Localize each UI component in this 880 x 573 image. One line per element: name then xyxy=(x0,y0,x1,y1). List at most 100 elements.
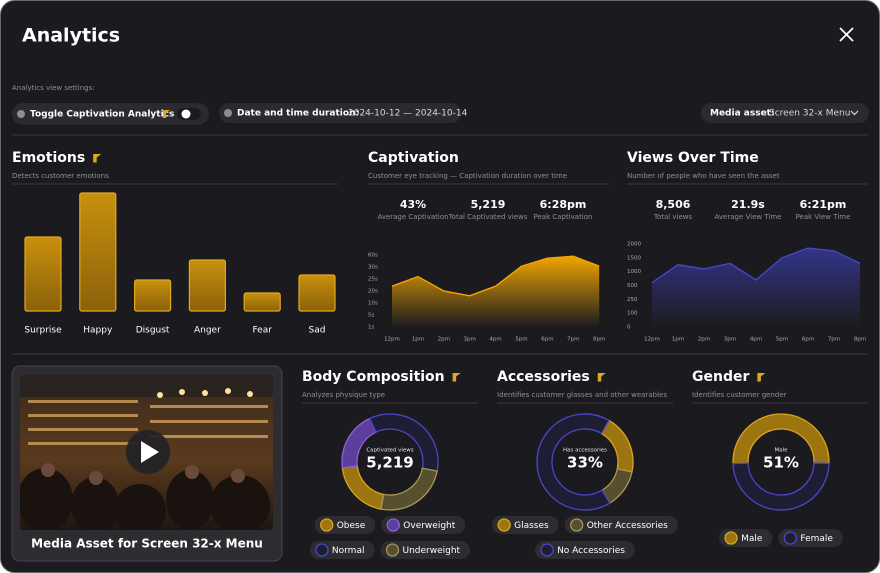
section-subtitle: Number of people who have seen the asset xyxy=(627,172,780,180)
toggle-label: Toggle Captivation Analytics xyxy=(30,110,174,120)
stat-value: 5,219 xyxy=(471,198,506,211)
legend-item[interactable]: Glasses xyxy=(492,516,559,534)
close-button[interactable] xyxy=(839,27,854,42)
flag-icon xyxy=(597,373,606,382)
x-tick-label: 6pm xyxy=(541,337,553,343)
y-tick-label: 20s xyxy=(368,289,378,295)
legend-row: Obese Overweight xyxy=(314,516,466,534)
section-title: Accessories xyxy=(497,369,590,385)
toggle-pill[interactable]: Toggle Captivation Analytics xyxy=(12,103,209,125)
y-tick-label: 25s xyxy=(368,277,378,283)
legend-label: Female xyxy=(800,534,833,544)
x-tick-label: 7pm xyxy=(567,337,579,343)
date-pill[interactable]: Date and time duration: 2024-10-12 — 202… xyxy=(219,103,468,123)
legend-pill xyxy=(564,516,678,534)
bar-label: Fear xyxy=(252,326,272,336)
donut-center-label: Has accessories xyxy=(563,448,607,454)
legend-swatch xyxy=(385,543,400,557)
stat-value: 6:28pm xyxy=(540,198,587,211)
x-tick-label: 4pm xyxy=(750,337,762,343)
settings-label: Analytics view settings: xyxy=(12,84,95,92)
stat-label: Peak View Time xyxy=(796,213,851,221)
stat-value: 21.9s xyxy=(731,198,765,211)
legend-item[interactable]: No Accessories xyxy=(535,541,635,559)
x-tick-label: 12pm xyxy=(384,337,400,343)
donut-segment xyxy=(380,467,438,511)
media-card[interactable]: Media Asset for Screen 32-x Menu xyxy=(11,365,283,562)
section-subtitle: Customer eye tracking — Captivation dura… xyxy=(368,172,567,180)
section-subtitle: Identifies customer glasses and other we… xyxy=(497,391,667,399)
legend-item[interactable]: Obese xyxy=(314,516,376,534)
media-value: Screen 32-x Menu xyxy=(769,109,850,119)
bar-label: Surprise xyxy=(24,326,62,336)
donut-center-label: Male xyxy=(774,448,788,454)
line xyxy=(651,247,861,284)
donut-center-value: 33% xyxy=(567,454,603,472)
legend-swatch xyxy=(315,543,329,557)
flag-icon xyxy=(93,154,102,163)
y-tick-label: 10s xyxy=(368,301,378,307)
bar-label: Happy xyxy=(83,326,113,336)
flag-icon xyxy=(452,373,461,382)
bar xyxy=(79,192,117,312)
media-label: Media asset: xyxy=(710,109,775,119)
legend-label: Underweight xyxy=(402,546,460,556)
area xyxy=(392,256,600,327)
legend-swatch xyxy=(540,543,554,557)
legend-swatch xyxy=(783,531,798,545)
donut-center-label: Captivated views xyxy=(366,448,413,454)
legend-swatch xyxy=(320,518,334,532)
section-subtitle: Detects customer emotions xyxy=(12,172,109,180)
x-tick-label: 5pm xyxy=(515,337,527,343)
bar-label: Anger xyxy=(194,326,221,336)
stat-value: 6:21pm xyxy=(800,198,847,211)
legend-item[interactable]: Other Accessories xyxy=(564,516,678,534)
legend-row: Glasses Other Accessories xyxy=(492,516,678,534)
section-subtitle: Identifies customer gender xyxy=(692,391,787,399)
media-select[interactable]: Media asset: Screen 32-x Menu xyxy=(701,103,869,123)
stat-label: Average View Time xyxy=(715,213,782,221)
x-tick-label: 3pm xyxy=(724,337,736,343)
section-title: Captivation xyxy=(368,150,459,166)
x-tick-label: 2pm xyxy=(698,337,710,343)
legend-pill xyxy=(535,541,635,559)
y-tick-label: 1000 xyxy=(627,269,641,275)
dialog-title: Analytics xyxy=(22,25,120,47)
y-tick-label: 1500 xyxy=(627,255,641,261)
donut-segment xyxy=(536,413,611,511)
y-tick-label: 30s xyxy=(368,265,378,271)
legend-label: Normal xyxy=(332,546,365,556)
section-subtitle: Analyzes physique type xyxy=(302,391,385,399)
x-tick-label: 7pm xyxy=(828,337,840,343)
bar xyxy=(188,259,226,312)
legend-pill xyxy=(381,516,466,534)
bar xyxy=(134,279,172,312)
y-tick-label: 100 xyxy=(627,311,638,317)
flag-icon xyxy=(757,373,766,382)
legend-pill xyxy=(380,541,471,559)
legend-label: Obese xyxy=(337,521,366,531)
x-tick-label: 8pm xyxy=(593,337,605,343)
section-title: Views Over Time xyxy=(627,150,759,166)
line xyxy=(391,255,600,297)
legend-item[interactable]: Male xyxy=(719,529,773,547)
section-title: Gender xyxy=(692,369,749,385)
bar-label: Disgust xyxy=(136,326,170,336)
y-tick-label: 1s xyxy=(368,325,374,331)
legend-item[interactable]: Underweight xyxy=(380,541,471,559)
legend-row: Normal Underweight xyxy=(309,541,471,559)
legend-item[interactable]: Female xyxy=(778,529,843,547)
legend-label: Other Accessories xyxy=(587,521,668,531)
legend-label: Male xyxy=(741,534,763,544)
bar-label: Sad xyxy=(309,326,326,336)
legend-item[interactable]: Normal xyxy=(309,541,375,559)
donut-segment xyxy=(732,462,830,511)
section-title: Emotions xyxy=(12,150,85,166)
date-label: Date and time duration: xyxy=(237,109,359,119)
legend-item[interactable]: Overweight xyxy=(381,516,466,534)
bar xyxy=(243,292,281,312)
legend-label: Overweight xyxy=(403,521,455,531)
y-tick-label: 2000 xyxy=(627,242,641,248)
bar xyxy=(298,274,336,312)
